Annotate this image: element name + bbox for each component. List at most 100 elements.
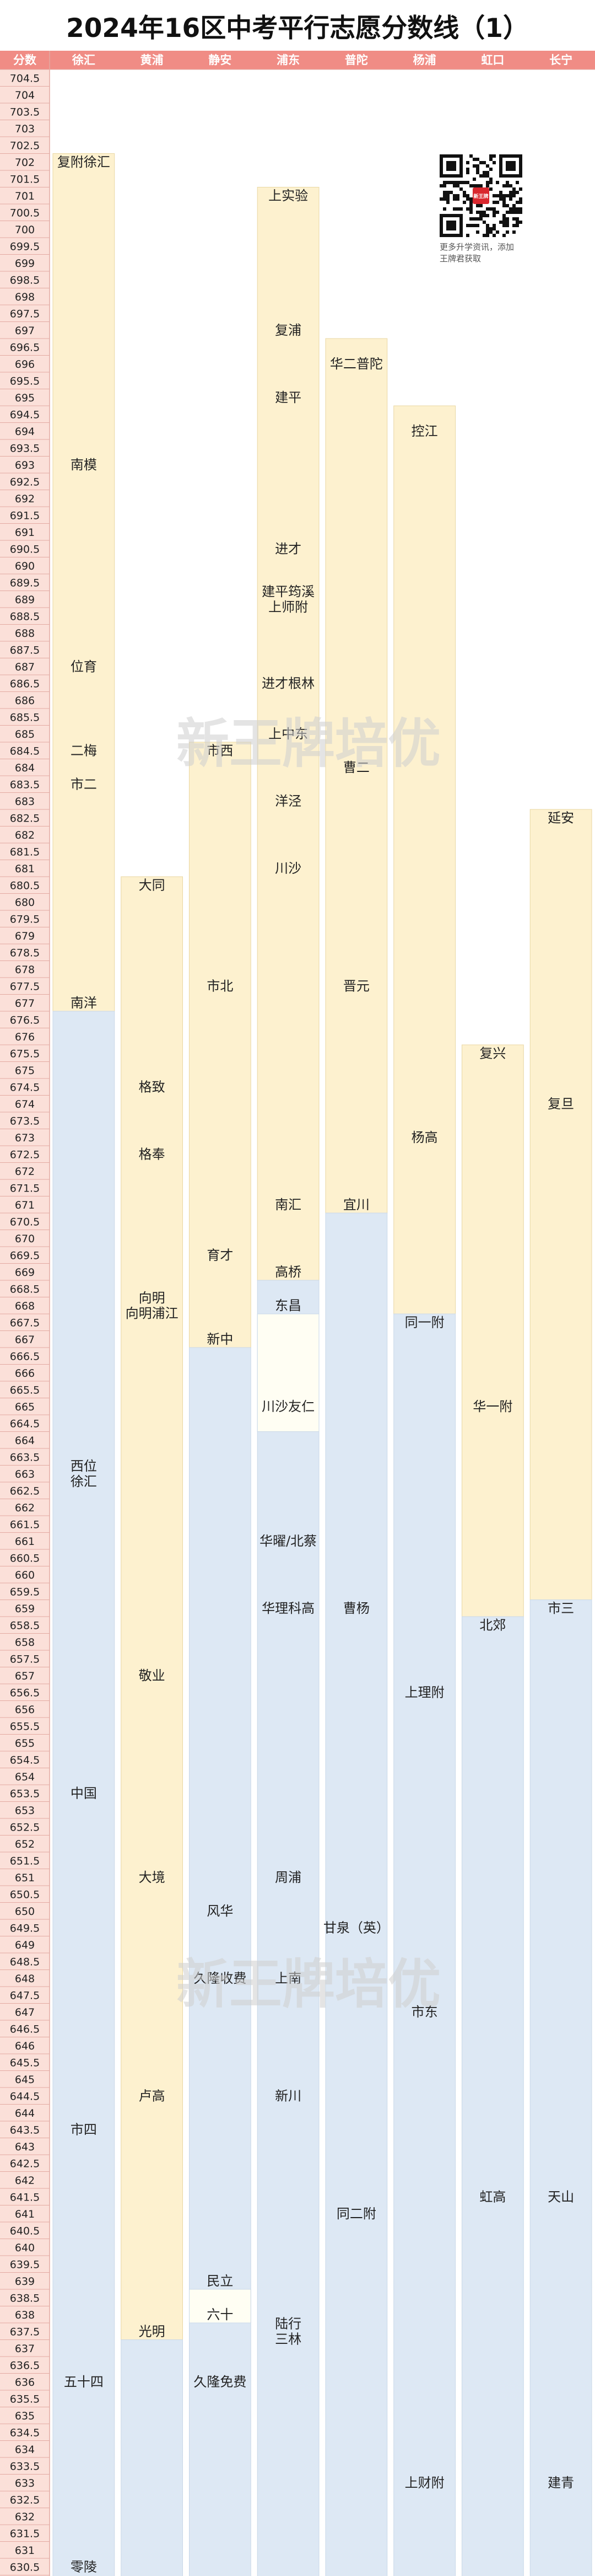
score-tick: 633 — [15, 2477, 35, 2489]
score-tick: 704.5 — [10, 72, 40, 84]
score-tick: 677 — [15, 997, 35, 1010]
school-label: 同二附 — [337, 2206, 376, 2221]
score-tick: 664.5 — [10, 1418, 40, 1430]
qr-promo: 新王牌 更多升学资讯，添加 王牌君获取 — [440, 154, 533, 265]
score-tick: 696 — [15, 358, 35, 371]
school-label: 宜川 — [343, 1197, 370, 1212]
score-tick: 638.5 — [10, 2292, 40, 2304]
school-label: 五十四 — [64, 2374, 104, 2390]
score-tick: 684.5 — [10, 745, 40, 757]
score-tick: 664 — [15, 1435, 35, 1447]
score-tick: 644 — [15, 2107, 35, 2119]
score-tick: 694.5 — [10, 409, 40, 421]
score-tick: 643 — [15, 2141, 35, 2153]
score-tick: 685 — [15, 728, 35, 740]
score-tick: 673.5 — [10, 1115, 40, 1127]
school-label: 东昌 — [275, 1298, 301, 1313]
score-tick: 639.5 — [10, 2258, 40, 2271]
school-label: 北郊 — [479, 1617, 506, 1633]
watermark: 新王牌培优 — [176, 713, 441, 775]
school-label: 复旦 — [548, 1096, 574, 1112]
header-district: 黄浦 — [140, 53, 164, 67]
school-label: 市东 — [412, 2004, 438, 2020]
score-tick: 683.5 — [10, 779, 40, 791]
score-tick: 637 — [15, 2343, 35, 2355]
score-tick: 651 — [15, 1872, 35, 1884]
header-district: 长宁 — [549, 53, 572, 67]
qr-code[interactable]: 新王牌 — [440, 154, 522, 237]
score-tick: 650.5 — [10, 1888, 40, 1901]
score-tick: 675.5 — [10, 1048, 40, 1060]
score-tick: 649.5 — [10, 1922, 40, 1934]
score-tick: 689.5 — [10, 577, 40, 589]
district-special-band — [257, 1313, 320, 1432]
score-tick: 701.5 — [10, 173, 40, 185]
score-tick: 636 — [15, 2376, 35, 2389]
school-label: 位育 — [71, 659, 97, 674]
score-tick: 697.5 — [10, 308, 40, 320]
score-tick: 693 — [15, 459, 35, 471]
score-tick: 658.5 — [10, 1619, 40, 1632]
school-label: 卢高 — [139, 2088, 165, 2103]
school-label: 控江 — [412, 423, 438, 439]
header-score: 分数 — [13, 53, 37, 67]
score-tick: 667 — [15, 1334, 35, 1346]
score-tick: 657 — [15, 1670, 35, 1682]
school-label: 复浦 — [275, 323, 301, 338]
school-label: 曹杨 — [343, 1601, 370, 1616]
score-axis — [0, 69, 50, 2576]
score-tick: 690.5 — [10, 543, 40, 555]
score-tick: 658 — [15, 1636, 35, 1649]
score-tick: 698.5 — [10, 274, 40, 286]
score-tick: 635.5 — [10, 2393, 40, 2405]
score-tick: 643.5 — [10, 2124, 40, 2136]
school-label: 大同 — [139, 877, 165, 893]
score-tick: 634 — [15, 2444, 35, 2456]
score-tick: 700 — [15, 224, 35, 236]
score-tick: 651.5 — [10, 1855, 40, 1867]
score-tick: 670.5 — [10, 1216, 40, 1228]
score-tick: 676 — [15, 1031, 35, 1043]
score-tick: 649 — [15, 1939, 35, 1951]
score-tick: 699 — [15, 257, 35, 270]
score-tick: 641.5 — [10, 2191, 40, 2203]
school-label: 华曜/北蔡 — [259, 1533, 317, 1549]
score-tick: 689 — [15, 594, 35, 606]
score-tick: 641 — [15, 2208, 35, 2220]
district-bar-above — [189, 742, 251, 1348]
district-bar-above — [257, 187, 320, 1281]
score-tick: 662 — [15, 1502, 35, 1514]
score-tick: 680 — [15, 897, 35, 909]
school-label: 风华 — [207, 1903, 233, 1919]
score-tick: 642.5 — [10, 2158, 40, 2170]
score-tick: 644.5 — [10, 2090, 40, 2102]
score-tick: 647 — [15, 2006, 35, 2019]
school-label: 久隆免费 — [193, 2374, 246, 2390]
score-tick: 665 — [15, 1401, 35, 1413]
score-tick: 685.5 — [10, 711, 40, 723]
school-label: 光明 — [139, 2323, 165, 2339]
score-tick: 681 — [15, 863, 35, 875]
header-row — [0, 51, 595, 69]
school-label: 复附徐汇 — [57, 154, 110, 170]
score-tick: 655 — [15, 1737, 35, 1749]
score-tick: 631.5 — [10, 2527, 40, 2540]
school-label: 南洋 — [71, 995, 97, 1011]
district-bar-above — [52, 153, 115, 1012]
score-tick: 670 — [15, 1233, 35, 1245]
score-tick: 666 — [15, 1367, 35, 1380]
qr-caption: 更多升学资讯，添加 王牌君获取 — [440, 242, 515, 264]
score-tick: 665.5 — [10, 1384, 40, 1396]
score-tick: 701 — [15, 190, 35, 202]
score-tick: 655.5 — [10, 1720, 40, 1732]
score-tick: 686 — [15, 695, 35, 707]
school-label: 甘泉（英） — [323, 1920, 390, 1935]
school-label: 同一附 — [405, 1314, 445, 1330]
score-tick: 680.5 — [10, 879, 40, 892]
score-tick: 691.5 — [10, 509, 40, 522]
score-tick: 634.5 — [10, 2427, 40, 2439]
school-label: 南模 — [71, 457, 97, 473]
school-label: 华一附 — [473, 1399, 512, 1414]
school-label: 杨高 — [412, 1130, 438, 1145]
district-special-band — [189, 2289, 251, 2323]
